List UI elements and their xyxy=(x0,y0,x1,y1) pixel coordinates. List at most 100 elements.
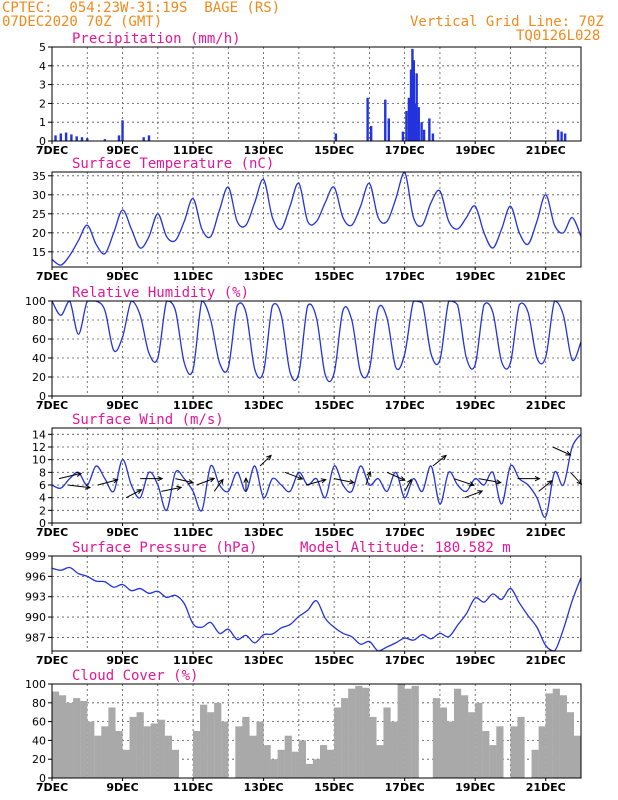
cloud-bar xyxy=(58,695,67,778)
pressure-xtick-label: 7DEC xyxy=(36,654,68,667)
cloud-xtick-label: 9DEC xyxy=(106,781,138,794)
precip-ytick-label: 4 xyxy=(39,60,46,73)
cloud-bar xyxy=(235,726,243,778)
cloud-bar xyxy=(207,712,215,778)
pressure-series-line xyxy=(51,566,582,652)
precip-bar xyxy=(407,97,411,141)
pressure-xtick-label: 13DEC xyxy=(244,654,284,667)
precip-bar xyxy=(117,135,121,141)
cloud-bar xyxy=(115,731,123,778)
precip-bar xyxy=(54,135,57,141)
cloud-bar xyxy=(475,702,483,778)
wind-arrow xyxy=(213,479,224,492)
precip-bar xyxy=(563,133,567,141)
wind-ytick-label: 0 xyxy=(39,517,46,530)
rh-ytick-label: 20 xyxy=(32,371,46,384)
cloud-bar xyxy=(249,735,257,778)
cloud-bar xyxy=(164,735,172,778)
wind-ytick-label: 14 xyxy=(32,428,46,441)
temp-title: Surface Temperature (nC) xyxy=(72,156,274,172)
wind-arrow-head xyxy=(112,478,119,484)
temp-xtick-label: 7DEC xyxy=(36,270,68,283)
precip-bar xyxy=(103,139,107,141)
wind-arrow xyxy=(259,455,272,467)
wind-xtick-label: 9DEC xyxy=(106,526,138,539)
precip-bar xyxy=(431,133,435,141)
wind-arrow-head xyxy=(218,478,224,485)
cloud-xtick-label: 15DEC xyxy=(314,781,354,794)
cloud-xtick-label: 7DEC xyxy=(36,781,68,794)
cloud-bar xyxy=(263,745,271,778)
precip-bar xyxy=(414,103,417,141)
wind-arrow xyxy=(432,455,447,467)
precip-xtick-label: 15DEC xyxy=(314,144,354,157)
wind-arrow xyxy=(453,478,474,486)
wind-arrow-head xyxy=(188,479,195,485)
cloud-bar xyxy=(157,719,165,778)
precip-bar xyxy=(411,48,414,141)
precip-bar xyxy=(409,69,413,141)
wind-arrow xyxy=(386,471,405,481)
wind-arrow xyxy=(538,480,553,492)
cloud-bar xyxy=(390,721,398,778)
wind-ytick-label: 6 xyxy=(39,479,46,492)
precip-bar xyxy=(560,131,563,141)
cloud-bar xyxy=(545,693,553,778)
temp-ytick-label: 35 xyxy=(32,170,46,183)
wind-title: Surface Wind (m/s) xyxy=(72,412,224,428)
precip-xtick-label: 9DEC xyxy=(106,144,138,157)
cloud-bar xyxy=(496,726,504,778)
cloud-xtick-label: 13DEC xyxy=(244,781,284,794)
rh-xtick-label: 9DEC xyxy=(106,399,138,412)
cloud-bar xyxy=(376,745,384,778)
pressure-frame xyxy=(51,555,582,652)
cloud-bar xyxy=(171,749,180,778)
precip-bar xyxy=(384,99,387,141)
precip-ytick-label: 2 xyxy=(39,97,46,110)
precip-ytick-label: 5 xyxy=(39,41,46,54)
wind-xtick-label: 17DEC xyxy=(385,526,425,539)
cloud-bar xyxy=(348,688,356,778)
cloud-bar xyxy=(482,731,490,778)
pressure-ytick-label: 996 xyxy=(25,570,46,583)
cloud-bar xyxy=(122,749,130,778)
pressure-xtick-label: 9DEC xyxy=(106,654,138,667)
wind-xtick-label: 19DEC xyxy=(455,526,495,539)
cloud-bar xyxy=(404,688,412,778)
temp-xtick-label: 19DEC xyxy=(455,270,495,283)
precip-xtick-label: 7DEC xyxy=(36,144,68,157)
cloud-title: Cloud Cover (%) xyxy=(72,668,198,684)
wind-arrow xyxy=(97,479,118,486)
cloud-bar xyxy=(298,740,306,778)
cloud-bar xyxy=(80,700,88,778)
cloud-bar xyxy=(341,698,349,778)
wind-arrow xyxy=(464,490,483,499)
cloud-ytick-label: 0 xyxy=(39,772,46,785)
precip-xtick-label: 13DEC xyxy=(244,144,284,157)
precip-bar xyxy=(142,137,145,141)
cloud-bar xyxy=(305,763,314,778)
pressure-ytick-label: 990 xyxy=(25,611,46,624)
rh-series-line xyxy=(51,300,582,383)
cloud-bar xyxy=(439,707,448,778)
cloud-bar xyxy=(94,735,102,778)
wind-ytick-label: 12 xyxy=(32,441,46,454)
wind-xtick-label: 11DEC xyxy=(173,526,213,539)
precip-bar xyxy=(64,132,68,141)
precip-bar xyxy=(75,136,78,141)
wind-arrow xyxy=(67,484,90,489)
model-code: TQ0126L028 xyxy=(516,28,601,44)
cloud-bar xyxy=(129,716,137,778)
wind-arrow xyxy=(284,471,303,480)
wind-arrow-head xyxy=(468,481,475,487)
temp-xtick-label: 11DEC xyxy=(173,270,213,283)
cloud-bar xyxy=(355,685,363,778)
precip-bar xyxy=(369,125,373,141)
cloud-bar xyxy=(143,726,151,778)
cloud-ytick-label: 20 xyxy=(32,753,46,766)
cloud-xtick-label: 19DEC xyxy=(455,781,495,794)
cloud-bar xyxy=(327,749,335,778)
cloud-ytick-label: 40 xyxy=(32,734,46,747)
cloud-bar xyxy=(73,698,81,778)
